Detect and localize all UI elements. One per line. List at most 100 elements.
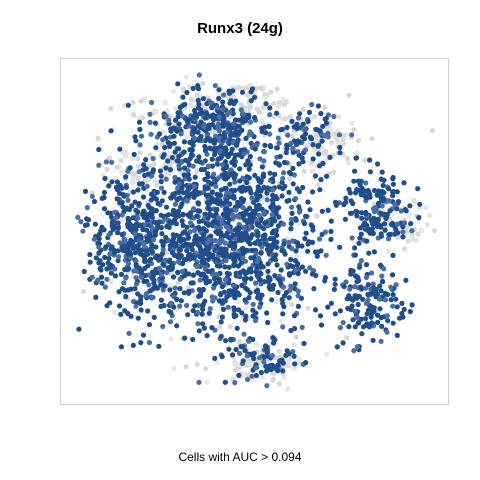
cell-point	[344, 335, 350, 341]
cell-point	[154, 285, 160, 291]
cell-point	[219, 221, 225, 227]
cell-point	[369, 270, 375, 276]
cell-point	[220, 306, 227, 312]
cell-point	[158, 303, 164, 309]
cell-point	[86, 217, 92, 223]
cell-point	[261, 210, 267, 216]
cell-point	[300, 106, 306, 112]
cell-point	[293, 217, 299, 223]
cell-point	[305, 241, 311, 247]
cell-point	[260, 104, 266, 111]
cell-point	[309, 168, 315, 174]
cell-point	[288, 220, 294, 227]
cell-point	[419, 227, 425, 233]
cell-point	[303, 230, 309, 236]
cell-point	[216, 250, 223, 256]
cell-point	[119, 231, 125, 238]
cell-point	[348, 267, 354, 273]
cell-point	[153, 145, 159, 151]
cell-point	[417, 205, 423, 211]
cell-point	[325, 207, 331, 213]
cell-point	[228, 239, 234, 245]
cell-point	[256, 109, 262, 115]
cell-point	[131, 268, 137, 274]
cell-point	[150, 286, 156, 292]
cell-point	[267, 363, 273, 369]
scatter-plot	[75, 72, 438, 392]
cell-point	[248, 98, 254, 104]
cell-point	[390, 181, 396, 187]
cell-point	[147, 152, 153, 158]
cell-point	[182, 157, 189, 163]
cell-point	[171, 365, 177, 372]
cell-point	[188, 96, 194, 102]
cell-point	[261, 226, 267, 232]
cell-point	[81, 268, 87, 275]
cell-point	[116, 254, 122, 260]
cell-point	[266, 276, 272, 282]
cell-point	[204, 110, 210, 116]
cell-point	[109, 159, 115, 165]
cell-point	[196, 72, 202, 78]
cell-point	[363, 180, 369, 186]
cell-point	[379, 169, 385, 175]
cell-point	[217, 148, 223, 154]
cell-point	[133, 262, 139, 268]
cell-point	[225, 151, 231, 157]
cell-point	[309, 101, 315, 108]
cell-point	[240, 85, 246, 92]
cell-point	[184, 89, 190, 96]
cell-point	[275, 298, 281, 304]
cell-point	[253, 372, 259, 379]
cell-point	[96, 250, 102, 256]
cell-point	[296, 209, 302, 215]
cell-point	[342, 216, 348, 222]
cell-point	[295, 293, 301, 299]
cell-point	[366, 292, 372, 298]
cell-point	[299, 324, 305, 330]
cell-point	[240, 184, 246, 190]
cell-point	[151, 280, 157, 286]
cell-point	[377, 223, 384, 229]
cell-point	[212, 275, 218, 281]
cell-point	[297, 111, 303, 117]
cell-point	[393, 226, 399, 232]
cell-point	[280, 324, 286, 330]
cell-point	[123, 275, 129, 281]
cell-point	[247, 104, 254, 110]
cell-point	[111, 250, 117, 256]
cell-point	[227, 324, 233, 330]
cell-point	[324, 351, 330, 357]
cell-point	[183, 74, 189, 80]
cell-point	[263, 101, 269, 107]
cell-point	[153, 244, 159, 250]
cell-point	[164, 249, 170, 255]
cell-point	[237, 178, 243, 184]
cell-point	[302, 236, 308, 242]
cell-point	[226, 264, 232, 270]
cell-point	[179, 201, 185, 207]
cell-point	[197, 208, 203, 214]
cell-point	[172, 179, 178, 185]
cell-point	[254, 341, 260, 347]
cell-point	[372, 205, 378, 211]
cell-point	[213, 280, 219, 287]
cell-point	[163, 165, 169, 171]
cell-point	[180, 94, 186, 100]
cell-point	[140, 194, 147, 200]
cell-point	[299, 243, 305, 249]
cell-point	[301, 340, 307, 347]
cell-point	[196, 101, 202, 107]
cell-point	[288, 171, 294, 177]
cell-point	[362, 316, 369, 322]
cell-point	[158, 179, 164, 185]
cell-point	[163, 216, 169, 222]
cell-point	[161, 189, 167, 195]
cell-point	[287, 263, 294, 269]
cell-point	[167, 319, 174, 325]
cell-point	[123, 149, 129, 156]
cell-point	[238, 107, 244, 113]
cell-point	[119, 212, 125, 218]
cell-point	[138, 307, 144, 313]
cell-point	[390, 303, 396, 309]
